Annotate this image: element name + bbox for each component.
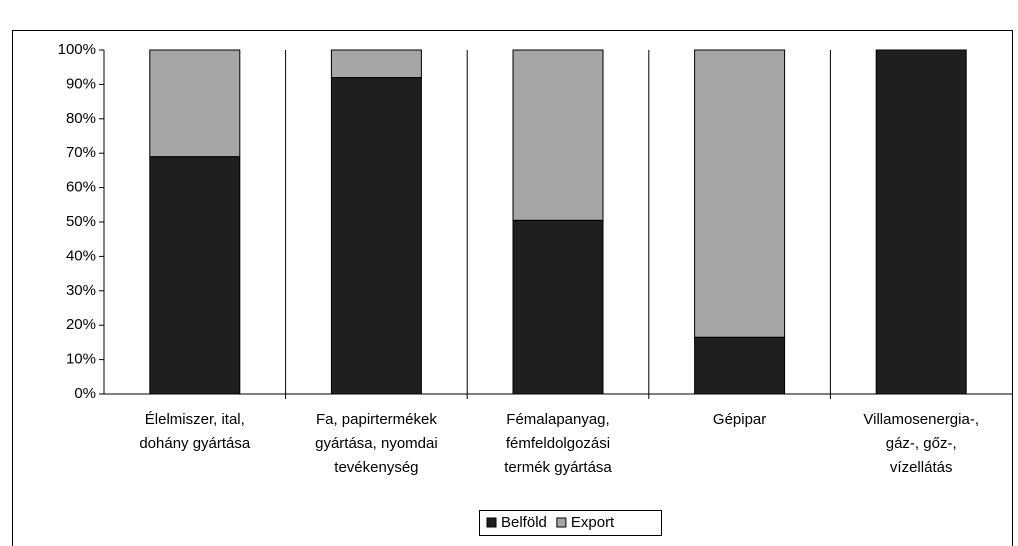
y-tick-label: 50% xyxy=(66,213,96,230)
x-tick-label: Villamosenergia-, xyxy=(863,411,979,428)
x-tick-label: fémfeldolgozási xyxy=(506,435,610,452)
y-tick-label: 30% xyxy=(66,282,96,299)
bar-segment xyxy=(149,156,241,395)
legend-frame xyxy=(479,510,662,536)
y-tick-label: 80% xyxy=(66,110,96,127)
x-tick-label: termék gyártása xyxy=(504,459,612,476)
bar-segment xyxy=(512,219,604,395)
y-tick-label: 10% xyxy=(66,351,96,368)
x-tick-label: dohány gyártása xyxy=(139,435,251,452)
y-tick-label: 20% xyxy=(66,316,96,333)
y-tick-label: 100% xyxy=(58,41,96,58)
y-tick-label: 0% xyxy=(74,385,96,402)
x-tick-label: Gépipar xyxy=(713,411,766,428)
legend-label: Export xyxy=(571,514,615,531)
bar-segment xyxy=(330,77,422,395)
bar-segment xyxy=(512,49,604,221)
y-tick-label: 60% xyxy=(66,179,96,196)
x-tick-label: gáz-, gőz-, xyxy=(886,435,957,452)
bar-segment xyxy=(330,49,422,79)
bar-segment xyxy=(149,49,241,158)
legend-label: Belföld xyxy=(501,514,547,531)
y-tick-label: 40% xyxy=(66,247,96,264)
y-tick-label: 90% xyxy=(66,75,96,92)
bar-segment xyxy=(875,49,967,395)
x-tick-label: tevékenység xyxy=(334,459,418,476)
y-tick-label: 70% xyxy=(66,144,96,161)
legend-swatch xyxy=(556,517,567,528)
x-tick-label: vízellátás xyxy=(890,459,953,476)
x-tick-label: Fa, papirtermékek xyxy=(316,411,437,428)
bar-segment xyxy=(694,49,786,338)
bar-segment xyxy=(694,336,786,395)
x-tick-label: gyártása, nyomdai xyxy=(315,435,438,452)
x-tick-label: Fémalapanyag, xyxy=(506,411,609,428)
x-tick-label: Élelmiszer, ital, xyxy=(145,411,245,428)
legend-swatch xyxy=(486,517,497,528)
